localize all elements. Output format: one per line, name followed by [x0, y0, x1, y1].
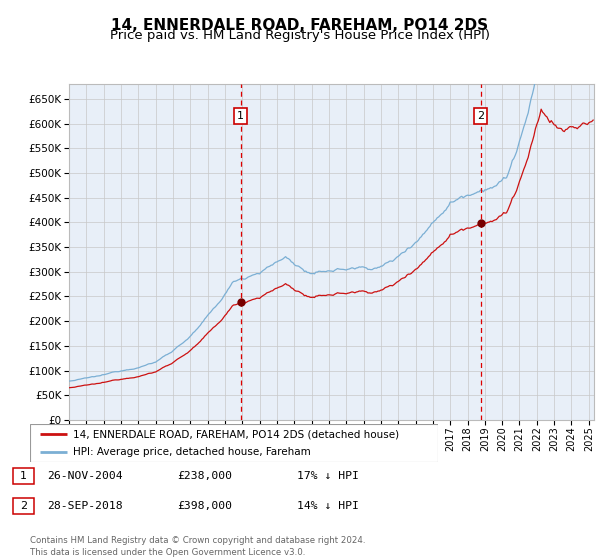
Text: 1: 1	[237, 111, 244, 121]
Text: 28-SEP-2018: 28-SEP-2018	[47, 501, 122, 511]
Text: 2: 2	[20, 501, 27, 511]
Text: £238,000: £238,000	[177, 471, 232, 481]
Text: 1: 1	[20, 471, 27, 481]
Text: 14, ENNERDALE ROAD, FAREHAM, PO14 2DS: 14, ENNERDALE ROAD, FAREHAM, PO14 2DS	[112, 18, 488, 34]
Text: £398,000: £398,000	[177, 501, 232, 511]
FancyBboxPatch shape	[30, 424, 438, 462]
Text: Contains HM Land Registry data © Crown copyright and database right 2024.
This d: Contains HM Land Registry data © Crown c…	[30, 536, 365, 557]
Text: 17% ↓ HPI: 17% ↓ HPI	[297, 471, 359, 481]
Text: 26-NOV-2004: 26-NOV-2004	[47, 471, 122, 481]
Text: 14, ENNERDALE ROAD, FAREHAM, PO14 2DS (detached house): 14, ENNERDALE ROAD, FAREHAM, PO14 2DS (d…	[73, 429, 399, 439]
Text: 2: 2	[477, 111, 484, 121]
Text: HPI: Average price, detached house, Fareham: HPI: Average price, detached house, Fare…	[73, 447, 311, 457]
Text: 14% ↓ HPI: 14% ↓ HPI	[297, 501, 359, 511]
Text: Price paid vs. HM Land Registry's House Price Index (HPI): Price paid vs. HM Land Registry's House …	[110, 29, 490, 42]
